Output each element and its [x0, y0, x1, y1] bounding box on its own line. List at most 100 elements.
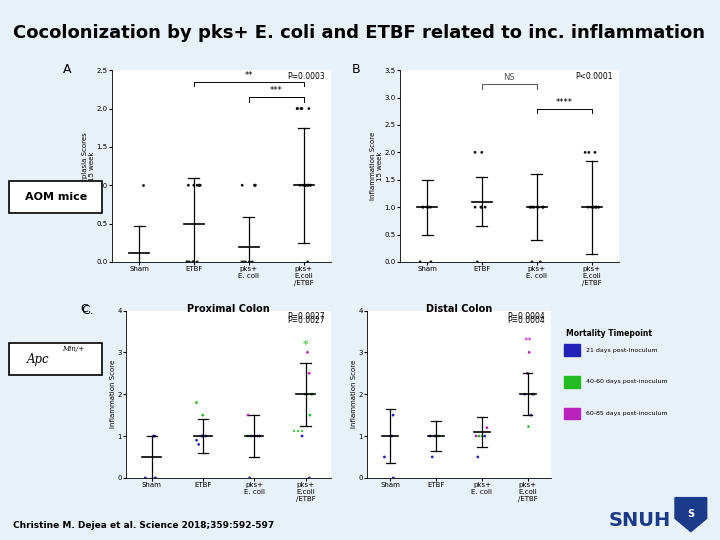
- Point: [593, 203, 604, 212]
- Text: ***: ***: [270, 86, 283, 95]
- Point: [477, 432, 488, 441]
- Point: [140, 474, 151, 482]
- Point: [188, 258, 199, 266]
- Point: [479, 432, 490, 441]
- Point: [387, 474, 399, 482]
- Text: P=0.0004: P=0.0004: [508, 312, 545, 321]
- Point: [191, 436, 202, 444]
- Point: [415, 258, 426, 266]
- Point: [192, 181, 203, 190]
- Point: [469, 203, 481, 212]
- Point: [417, 203, 428, 212]
- Text: **: **: [523, 337, 532, 346]
- Point: [302, 348, 313, 356]
- Text: Mortality Timepoint: Mortality Timepoint: [566, 328, 652, 338]
- Point: [302, 181, 313, 190]
- Point: [526, 411, 537, 420]
- FancyBboxPatch shape: [9, 343, 102, 375]
- Y-axis label: Inflammation Score: Inflammation Score: [351, 360, 357, 428]
- Point: [523, 348, 535, 356]
- Point: [304, 411, 315, 420]
- Point: [193, 440, 204, 449]
- Point: [296, 104, 307, 113]
- Point: [194, 181, 205, 190]
- Point: [188, 258, 199, 266]
- Point: [243, 258, 255, 266]
- Text: Proximal Colon: Proximal Colon: [187, 304, 270, 314]
- FancyBboxPatch shape: [9, 181, 102, 213]
- Point: [238, 258, 250, 266]
- Text: C.: C.: [81, 304, 94, 317]
- Point: [200, 432, 212, 441]
- Point: [526, 390, 537, 399]
- Point: [472, 453, 484, 461]
- Point: [306, 390, 318, 399]
- Polygon shape: [675, 498, 707, 531]
- Point: [305, 181, 316, 190]
- Point: [302, 258, 313, 266]
- Point: [197, 411, 209, 420]
- Point: [469, 148, 481, 157]
- Point: [249, 432, 261, 441]
- Point: [528, 203, 539, 212]
- Text: S: S: [688, 509, 694, 519]
- Point: [192, 258, 203, 266]
- Point: [481, 423, 492, 432]
- Point: [300, 390, 311, 399]
- Text: Distal Colon: Distal Colon: [426, 304, 492, 314]
- Text: C.: C.: [81, 304, 92, 314]
- Point: [188, 181, 199, 190]
- Text: AOM mice: AOM mice: [24, 192, 87, 202]
- Text: Apc: Apc: [27, 353, 49, 366]
- Text: 21 days post-inoculum: 21 days post-inoculum: [586, 348, 657, 353]
- Point: [526, 203, 537, 212]
- Point: [292, 104, 303, 113]
- Point: [242, 432, 253, 441]
- Y-axis label: Hyperplasia Scores
15 week: Hyperplasia Scores 15 week: [82, 133, 95, 199]
- Point: [476, 148, 487, 157]
- Point: [583, 148, 595, 157]
- Text: P=0.0004: P=0.0004: [508, 315, 545, 325]
- Text: Christine M. Dejea et al. Science 2018;359:592-597: Christine M. Dejea et al. Science 2018;3…: [13, 521, 274, 530]
- Text: P=0.0027: P=0.0027: [287, 312, 325, 321]
- Point: [475, 203, 487, 212]
- Point: [418, 203, 429, 212]
- Point: [533, 203, 544, 212]
- Point: [588, 203, 599, 212]
- Point: [585, 203, 597, 212]
- Point: [534, 258, 546, 266]
- Point: [193, 181, 204, 190]
- Point: [524, 203, 536, 212]
- Point: [252, 432, 264, 441]
- Point: [300, 181, 312, 190]
- Point: [430, 432, 441, 441]
- Point: [191, 399, 202, 407]
- Point: [295, 104, 307, 113]
- Point: [181, 258, 193, 266]
- Bar: [564, 345, 580, 356]
- Point: [193, 181, 204, 190]
- Point: [301, 390, 312, 399]
- Point: [476, 203, 487, 212]
- Point: [593, 203, 604, 212]
- Point: [473, 432, 485, 441]
- Point: [244, 474, 256, 482]
- Point: [588, 203, 600, 212]
- Point: [519, 390, 531, 399]
- Text: P=0.0003: P=0.0003: [287, 72, 325, 81]
- Text: 40-60 days post-inoculum: 40-60 days post-inoculum: [586, 379, 667, 384]
- Point: [254, 432, 266, 441]
- Point: [240, 258, 251, 266]
- Point: [386, 432, 397, 441]
- Point: [528, 390, 539, 399]
- Point: [538, 203, 549, 212]
- Point: [590, 203, 601, 212]
- Point: [582, 203, 594, 212]
- Point: [306, 390, 318, 399]
- Text: A: A: [63, 63, 72, 76]
- Point: [304, 474, 315, 482]
- Text: *: *: [302, 340, 308, 350]
- Point: [423, 203, 435, 212]
- Point: [590, 203, 601, 212]
- Point: [303, 369, 315, 377]
